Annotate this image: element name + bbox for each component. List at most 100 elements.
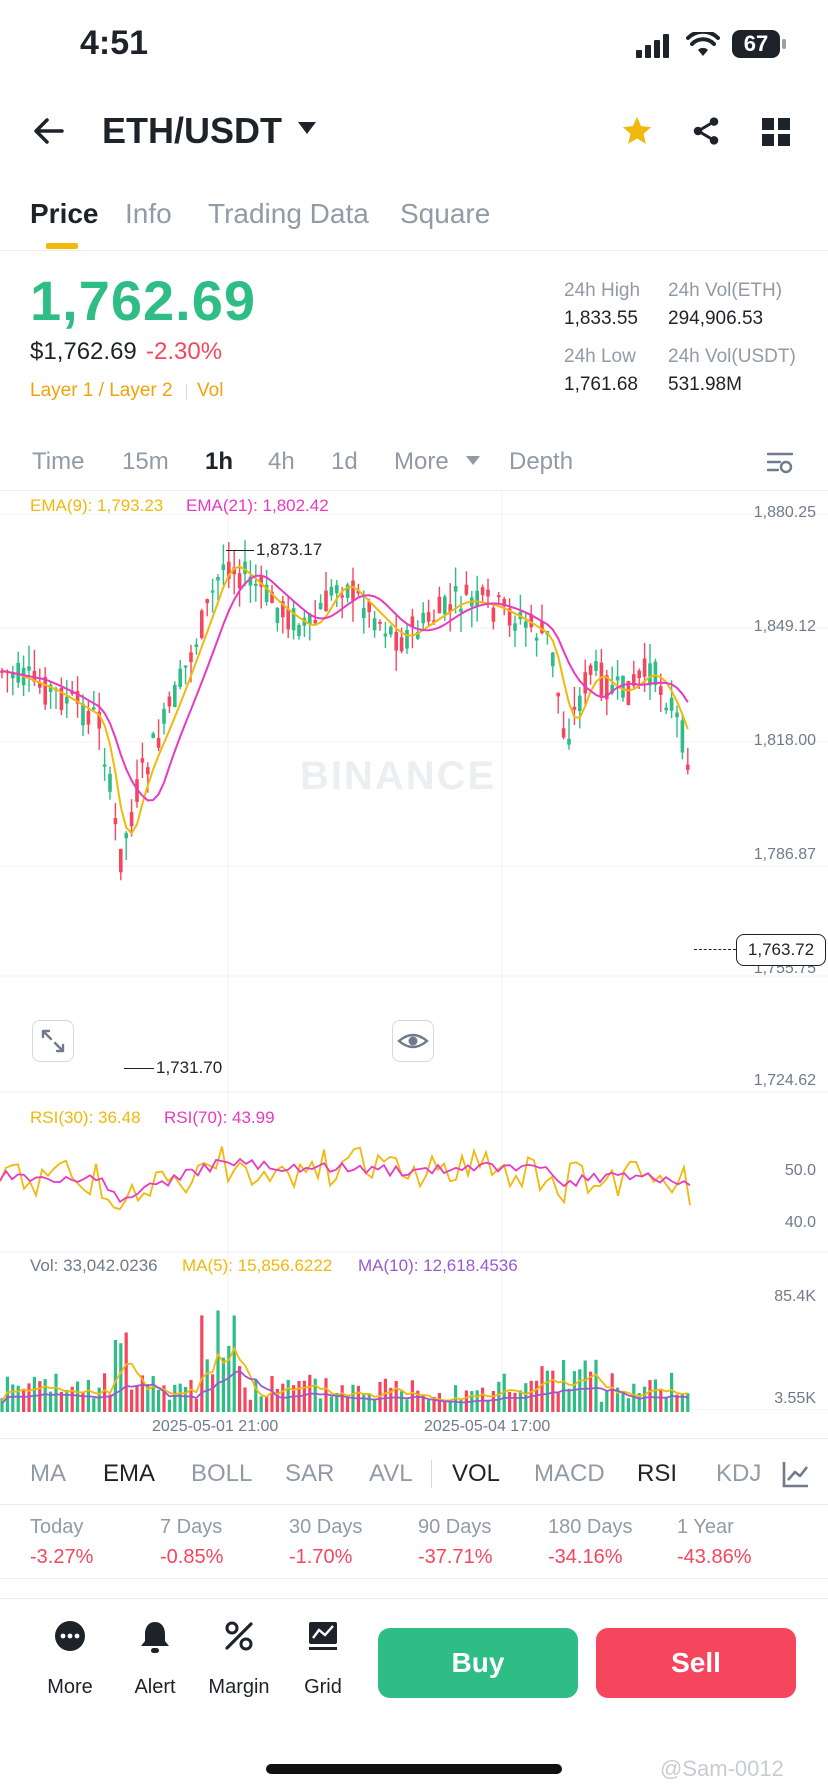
volume-bar xyxy=(113,1339,117,1412)
interval-1h[interactable]: 1h xyxy=(205,448,234,475)
indicator-ema[interactable]: EMA xyxy=(103,1460,156,1487)
candle xyxy=(648,643,652,700)
volume-bar xyxy=(664,1396,668,1412)
interval-1d[interactable]: 1d xyxy=(331,448,358,475)
volume-bar xyxy=(605,1390,609,1412)
nav-more[interactable]: More xyxy=(28,1620,112,1710)
perf-today-value: -3.27% xyxy=(30,1546,94,1568)
candle xyxy=(345,582,350,603)
tag-separator xyxy=(186,384,187,400)
nav-alert[interactable]: Alert xyxy=(113,1620,197,1710)
candle xyxy=(675,705,679,738)
volume-bar xyxy=(238,1366,242,1412)
perf-today-label: Today xyxy=(30,1516,84,1538)
volume-bar xyxy=(443,1399,447,1412)
candle xyxy=(534,633,539,657)
pair-dropdown-caret-icon[interactable] xyxy=(298,122,316,134)
indicator-rsi[interactable]: RSI xyxy=(637,1460,678,1487)
volume-bar xyxy=(648,1380,652,1412)
perf-divider xyxy=(0,1578,828,1579)
candle xyxy=(588,663,593,685)
volume-bar xyxy=(432,1396,436,1412)
interval-time[interactable]: Time xyxy=(32,448,85,475)
candle xyxy=(313,600,317,626)
home-indicator[interactable] xyxy=(266,1764,562,1774)
more-caret-icon[interactable] xyxy=(466,456,480,465)
candle xyxy=(194,638,199,655)
buy-button[interactable]: Buy xyxy=(378,1628,578,1698)
interval-4h[interactable]: 4h xyxy=(268,448,295,475)
interval-more[interactable]: More xyxy=(394,448,449,475)
share-icon[interactable] xyxy=(690,114,722,148)
favorite-star-icon[interactable] xyxy=(620,114,654,148)
volume-bar xyxy=(416,1390,420,1412)
volume-bar xyxy=(659,1388,663,1412)
volume-bar xyxy=(81,1391,85,1412)
candle xyxy=(669,680,674,719)
volume-bar xyxy=(151,1376,155,1412)
candle xyxy=(426,599,431,627)
volume-bar xyxy=(248,1399,252,1412)
candle xyxy=(38,668,42,694)
indicator-macd[interactable]: MACD xyxy=(534,1460,605,1487)
sell-button[interactable]: Sell xyxy=(596,1628,796,1698)
toggle-visibility-button[interactable] xyxy=(392,1020,434,1062)
volume-bar xyxy=(551,1370,555,1412)
category-tag[interactable]: Layer 1 / Layer 2 xyxy=(30,380,173,401)
nav-more-label: More xyxy=(47,1676,93,1698)
tabs-divider xyxy=(0,250,828,251)
vol-tag[interactable]: Vol xyxy=(197,380,224,401)
indicator-avl[interactable]: AVL xyxy=(369,1460,413,1487)
candle xyxy=(480,584,485,603)
indicator-ma[interactable]: MA xyxy=(30,1460,66,1487)
margin-percent-icon xyxy=(225,1621,253,1651)
price-chart[interactable] xyxy=(0,490,700,1410)
candle xyxy=(11,665,15,696)
indicator-settings-icon[interactable] xyxy=(780,1458,812,1490)
volume-bar xyxy=(97,1387,101,1412)
interval-15m[interactable]: 15m xyxy=(122,448,169,475)
volume-bar xyxy=(65,1389,69,1412)
nav-grid[interactable]: Grid xyxy=(281,1620,365,1710)
volume-bar xyxy=(616,1387,620,1412)
tab-trading-data[interactable]: Trading Data xyxy=(208,198,369,229)
volume-bar xyxy=(373,1400,377,1412)
back-arrow-icon[interactable] xyxy=(32,114,66,148)
volume-bar xyxy=(227,1346,231,1412)
grid-layout-icon[interactable] xyxy=(762,118,790,146)
candle xyxy=(318,594,323,610)
volume-bar xyxy=(508,1391,512,1412)
tab-info[interactable]: Info xyxy=(125,198,172,229)
tab-price[interactable]: Price xyxy=(30,198,99,229)
tab-square[interactable]: Square xyxy=(400,198,491,229)
volume-bar xyxy=(232,1315,236,1412)
volume-bar xyxy=(265,1396,269,1412)
candle xyxy=(491,605,496,630)
candle xyxy=(507,598,512,637)
pair-title[interactable]: ETH/USDT xyxy=(102,110,282,151)
stat-high-label: 24h High xyxy=(564,280,641,301)
volume-bar xyxy=(626,1398,630,1412)
nav-margin[interactable]: Margin xyxy=(197,1620,281,1710)
volume-bar xyxy=(670,1372,674,1412)
volume-bar xyxy=(567,1388,571,1412)
indicator-boll[interactable]: BOLL xyxy=(191,1460,253,1487)
wifi-icon xyxy=(686,32,720,56)
price-change-percent: -2.30% xyxy=(146,338,223,365)
candle xyxy=(383,622,388,649)
indicator-kdj[interactable]: KDJ xyxy=(716,1460,762,1487)
indicator-vol[interactable]: VOL xyxy=(452,1460,501,1487)
fullscreen-button[interactable] xyxy=(32,1020,74,1062)
volume-bar xyxy=(286,1379,290,1412)
interval-depth[interactable]: Depth xyxy=(509,448,574,475)
volume-bar xyxy=(211,1374,215,1412)
candle xyxy=(108,766,112,800)
candle xyxy=(448,583,452,632)
volume-bar xyxy=(157,1389,161,1412)
candle xyxy=(578,687,582,729)
chart-settings-icon[interactable] xyxy=(766,448,794,476)
volume-bar xyxy=(410,1380,414,1412)
volume-bar xyxy=(162,1385,166,1412)
indicator-sar[interactable]: SAR xyxy=(285,1460,335,1487)
candle xyxy=(200,608,204,640)
